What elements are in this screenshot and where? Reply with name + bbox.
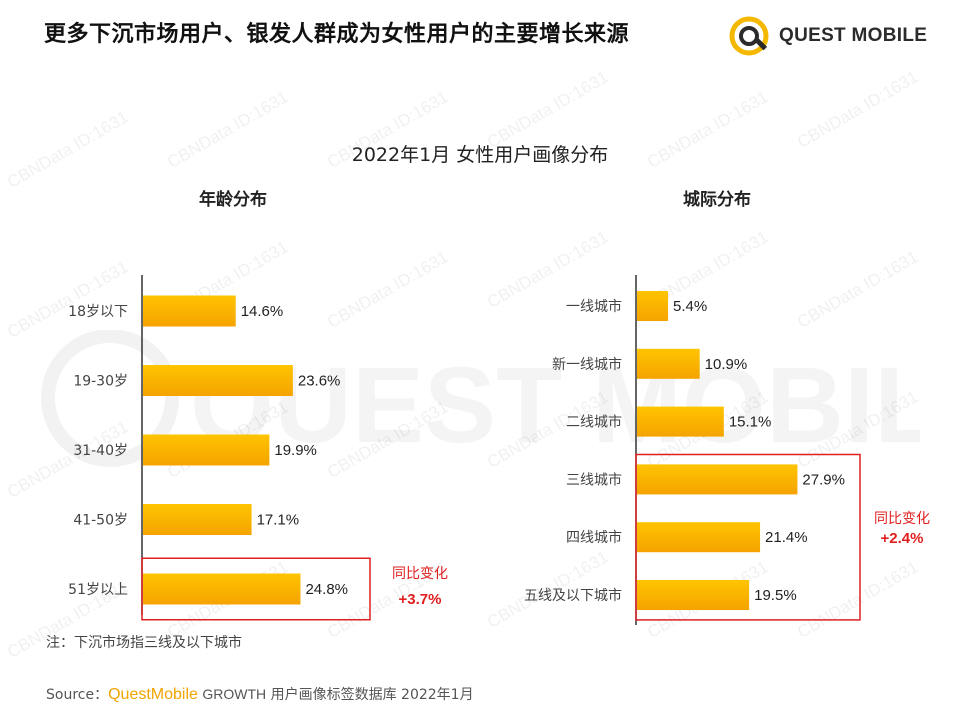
source-prefix: Source： [46, 687, 109, 703]
bar [143, 504, 252, 535]
city-panel-title: 城际分布 [683, 190, 751, 210]
city-change-value: +2.4% [880, 529, 924, 547]
category-label: 41-50岁 [73, 513, 128, 529]
bar [637, 522, 761, 553]
bar [143, 434, 270, 466]
source-brand: QuestMobile [108, 686, 198, 703]
bar [637, 580, 750, 610]
city-change-annotation: 同比变化 +2.4% [862, 510, 942, 549]
value-label: 24.8% [305, 581, 348, 598]
bar [143, 295, 236, 327]
footnote: 注：下沉市场指三线及以下城市 [46, 635, 242, 651]
quest-mobile-logo: QUEST MOBILE [727, 14, 927, 58]
value-label: 5.4% [673, 298, 707, 315]
value-label: 23.6% [298, 373, 341, 390]
value-label: 15.1% [729, 414, 772, 431]
category-label: 19-30岁 [73, 374, 128, 390]
category-label: 三线城市 [566, 471, 622, 488]
age-distribution-chart: 18岁以下 14.6% 19-30岁 23.6% 31-40岁 19.9% 41-50岁 17… [68, 275, 371, 621]
highlight-box [635, 453, 861, 621]
value-label: 17.1% [257, 512, 300, 529]
category-label: 五线及以下城市 [524, 587, 622, 604]
source-line: Source：QuestMobile GROWTH 用户画像标签数据库 2022… [46, 684, 474, 704]
value-label: 19.9% [274, 442, 317, 459]
logo-text: QUEST MOBILE [779, 25, 928, 46]
bar [637, 291, 669, 321]
age-change-label: 同比变化 [392, 566, 448, 582]
age-panel-title: 年龄分布 [199, 190, 267, 210]
category-label: 四线城市 [566, 529, 622, 546]
category-label: 二线城市 [566, 414, 622, 431]
source-db: GROWTH [202, 686, 267, 702]
bar [637, 464, 798, 495]
value-label: 27.9% [802, 471, 845, 488]
slide-title: 更多下沉市场用户、银发人群成为女性用户的主要增长来源 [44, 22, 630, 47]
bar [637, 406, 724, 437]
bar [143, 365, 293, 396]
highlight-box [141, 557, 371, 621]
category-label: 51岁以上 [68, 582, 128, 598]
city-change-label: 同比变化 [874, 511, 930, 527]
chart-title: 2022年1月 女性用户画像分布 [351, 144, 609, 166]
category-label: 31-40岁 [73, 443, 128, 459]
value-label: 21.4% [765, 529, 808, 546]
value-label: 10.9% [705, 356, 748, 373]
category-label: 18岁以下 [68, 304, 128, 320]
value-label: 14.6% [241, 303, 284, 320]
category-label: 一线城市 [566, 298, 622, 315]
bar [143, 573, 301, 605]
source-rest: 用户画像标签数据库 2022年1月 [266, 687, 474, 703]
value-label: 19.5% [754, 587, 797, 604]
age-change-value: +3.7% [398, 590, 442, 608]
age-change-annotation: 同比变化 +3.7% [380, 565, 460, 610]
category-label: 新一线城市 [552, 356, 622, 373]
quest-mobile-logo-icon [729, 16, 769, 56]
bar [637, 348, 700, 379]
city-distribution-chart: 一线城市 5.4% 新一线城市 10.9% 二线城市 15.1% 三线城市 27.9% 四线城市… [524, 275, 861, 625]
